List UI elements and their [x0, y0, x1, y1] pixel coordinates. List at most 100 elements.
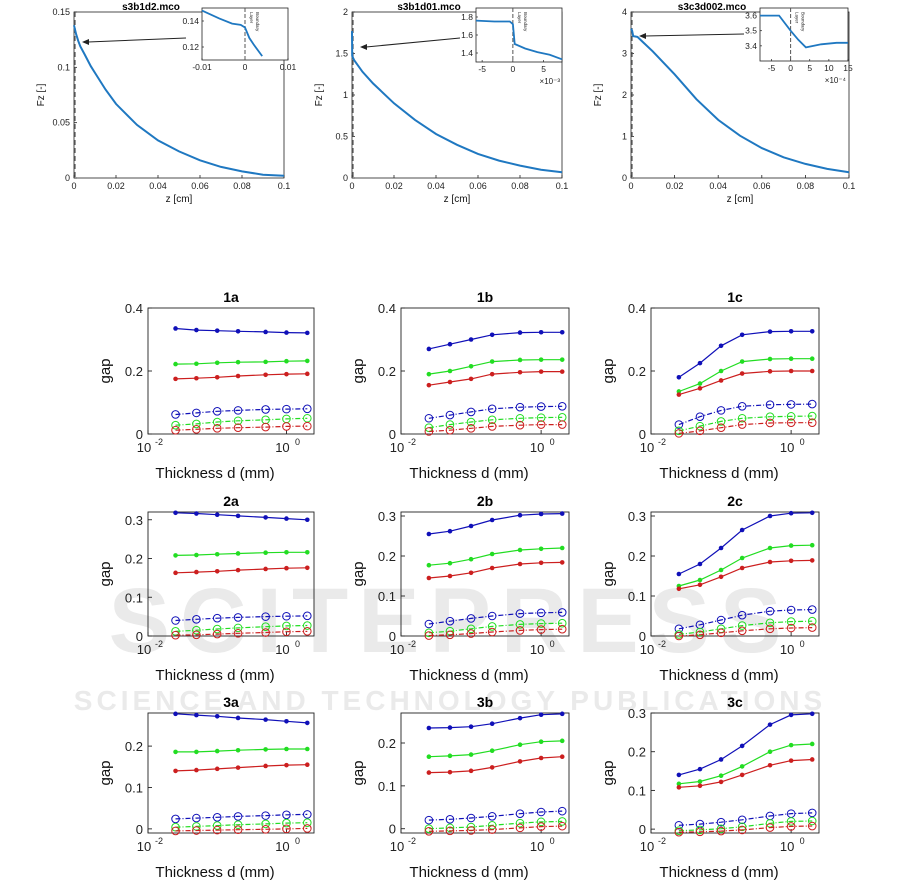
x-tick-exponent: -2 [155, 437, 163, 447]
series-red-dashed [674, 418, 817, 438]
inset-x-tick-label: 5 [541, 64, 546, 74]
series-line [678, 812, 813, 826]
data-point [214, 551, 220, 557]
data-point [697, 783, 703, 789]
inset-boundary-label: Boundary [523, 12, 528, 32]
y-tick-label: 1.5 [335, 49, 348, 59]
data-point [173, 326, 178, 331]
data-point [489, 721, 495, 727]
data-point [737, 825, 747, 835]
pointer-arrowhead [639, 33, 646, 39]
data-point [304, 330, 310, 336]
gap-chart-3a: 3a 10 -2 10 0 0 0.1 0.2 Thickness d (mm) gap [97, 694, 315, 881]
fz-curve [630, 28, 850, 174]
x-axis-label: Thickness d (mm) [155, 864, 274, 881]
data-point [424, 824, 434, 834]
x-axis-label: Thickness d (mm) [659, 864, 778, 881]
x-tick-label: 0.06 [469, 181, 487, 191]
data-point [173, 361, 178, 367]
plot-frame [147, 712, 315, 834]
data-point [261, 622, 270, 632]
data-point [263, 747, 268, 752]
data-point [212, 812, 222, 822]
data-point [515, 818, 525, 828]
data-point [445, 814, 455, 824]
data-point [737, 413, 747, 423]
y-axis-label: gap [97, 358, 114, 383]
y-tick-label: 1 [622, 132, 627, 142]
inset-curve [475, 19, 563, 61]
data-point [171, 410, 180, 419]
y-tick-label: 0.5 [335, 132, 348, 142]
series-red-dashed [424, 624, 567, 640]
data-point [489, 359, 495, 364]
data-point [173, 376, 178, 382]
inset-plot: -0.01 0 0.01 0.12 0.14 Layer Boundary [182, 7, 297, 72]
data-point [173, 711, 178, 717]
data-point [233, 825, 243, 834]
y-tick-label: 3 [622, 49, 627, 59]
series-red-dashed [424, 821, 567, 836]
data-point [676, 772, 682, 778]
y-tick-label: 0.4 [628, 301, 646, 316]
series-blue-solid [676, 510, 815, 577]
data-point [192, 813, 201, 823]
pointer-arrow-line [644, 33, 745, 37]
data-point [765, 400, 775, 410]
data-point [489, 371, 495, 377]
data-point [173, 570, 178, 576]
y-axis-label: gap [97, 561, 114, 586]
series-blue-solid [426, 511, 565, 537]
chart-title: 2a [223, 493, 239, 509]
data-point [263, 717, 268, 722]
series-line [175, 615, 308, 622]
data-point [676, 389, 682, 394]
series-line [678, 743, 813, 785]
series-blue-solid [173, 711, 310, 726]
inset-x-tick-label: -5 [478, 64, 486, 74]
data-point [212, 407, 222, 416]
data-point [538, 712, 544, 718]
data-point [697, 561, 703, 567]
data-point [515, 620, 525, 629]
data-point [194, 569, 199, 575]
data-point [468, 724, 474, 730]
inset-curve [201, 9, 263, 57]
data-point [424, 413, 434, 423]
y-tick-label: 0.3 [125, 513, 143, 528]
data-point [559, 754, 565, 760]
y-tick-label: 1 [343, 90, 348, 100]
data-point [538, 546, 544, 552]
series-red-solid [676, 368, 815, 397]
x-tick-label: 0.08 [797, 181, 815, 191]
x-tick-exponent: -2 [658, 836, 666, 846]
data-point [716, 417, 726, 426]
series-red-dashed [171, 627, 312, 640]
series-line [428, 405, 563, 419]
data-point [739, 371, 745, 376]
data-point [809, 757, 815, 762]
x-tick-label: 0.08 [233, 181, 251, 191]
series-blue-solid [426, 711, 565, 731]
series-line [428, 628, 563, 637]
data-point [468, 376, 474, 382]
data-point [302, 611, 312, 621]
x-axis-label: Thickness d (mm) [659, 465, 778, 482]
data-point [282, 824, 291, 834]
data-point [557, 608, 567, 617]
data-point [192, 419, 201, 429]
data-point [559, 545, 565, 551]
x-tick-label: 0.1 [278, 181, 291, 191]
data-point [765, 618, 775, 628]
x-tick-label: 10 [640, 440, 654, 455]
data-point [487, 622, 497, 631]
inset-boundary-label: Boundary [801, 12, 806, 32]
data-point [697, 582, 703, 588]
data-point [517, 512, 523, 518]
data-point [718, 757, 724, 762]
series-line [678, 820, 813, 832]
x-tick-label: 0.02 [107, 181, 125, 191]
pointer-arrow-line [87, 37, 187, 43]
